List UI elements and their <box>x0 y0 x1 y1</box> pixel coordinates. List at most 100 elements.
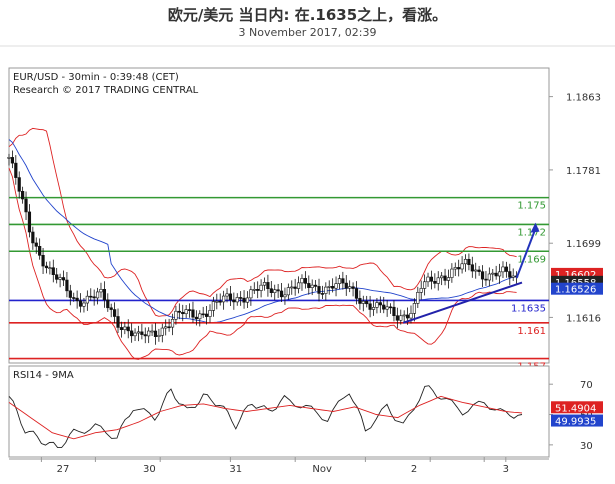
candle-body <box>392 306 396 316</box>
candle-body <box>215 300 219 303</box>
rsi-axis-label: 70 <box>580 380 593 391</box>
candle-body <box>204 313 209 317</box>
candle-body <box>95 291 100 299</box>
candle-body <box>68 290 72 298</box>
candle-body <box>106 299 110 309</box>
candle-body <box>358 298 362 304</box>
candle-body <box>245 297 250 303</box>
candle-body <box>38 246 42 256</box>
price-tag-box <box>551 282 603 295</box>
candle-body <box>402 314 406 317</box>
candle-body <box>375 302 379 308</box>
candle-body <box>123 326 127 330</box>
price-axis-label: 1.1863 <box>566 93 601 104</box>
candle-body <box>225 293 229 297</box>
candle-body <box>170 318 175 328</box>
candle-body <box>443 275 447 281</box>
candle-body <box>419 288 423 293</box>
level-label: 1.1635 <box>511 303 546 314</box>
candle-body <box>477 269 481 272</box>
x-axis-label: Nov <box>312 464 332 475</box>
candle-body <box>511 275 515 278</box>
page-dateline: 3 November 2017, 02:39 <box>238 26 377 39</box>
candle-body <box>102 289 106 301</box>
candle-body <box>72 297 76 299</box>
candle-body <box>17 177 21 192</box>
candle-body <box>126 326 130 332</box>
candle-body <box>487 273 491 281</box>
level-label: 1.169 <box>517 254 546 265</box>
candle-body <box>31 231 35 244</box>
candle-body <box>399 315 403 321</box>
candle-body <box>324 286 328 294</box>
candle-body <box>385 306 389 310</box>
candle-body <box>249 289 253 299</box>
candle-body <box>208 310 212 317</box>
candle-body <box>293 286 297 289</box>
price-axis-label: 1.1781 <box>566 166 601 177</box>
candle-body <box>303 278 307 284</box>
candle-body <box>296 282 301 289</box>
candle-body <box>300 278 304 284</box>
candle-body <box>348 286 352 289</box>
candle-body <box>109 307 113 310</box>
candle-body <box>256 289 260 291</box>
moving-average-line <box>8 139 517 324</box>
candle-body <box>211 301 216 311</box>
candle-body <box>474 269 478 272</box>
x-axis-label: 27 <box>57 464 70 475</box>
rsi-series-line <box>8 395 523 440</box>
candle-body <box>436 277 440 284</box>
candle-body <box>239 297 243 299</box>
candle-body <box>130 330 134 337</box>
candle-body <box>194 316 198 320</box>
candle-body <box>82 302 86 307</box>
candle-body <box>426 276 430 283</box>
candle-body <box>429 276 434 282</box>
level-label: 1.175 <box>517 201 546 212</box>
candle-body <box>433 280 437 284</box>
candle-body <box>491 272 495 275</box>
candle-body <box>133 332 137 337</box>
candle-body <box>314 284 318 287</box>
price-panel: 1.1863 1.1781 1.1699 1.1616 1.175 1.172 1.169 1… <box>7 93 603 373</box>
candle-body <box>262 282 267 286</box>
candle-body <box>41 255 45 267</box>
rsi-tag-label: 49.9935 <box>555 417 596 428</box>
candle-body <box>222 295 226 303</box>
candle-body <box>409 313 413 319</box>
candle-body <box>48 267 52 269</box>
candle-body <box>450 268 454 278</box>
bollinger-upper-band <box>8 127 517 317</box>
candle-body <box>463 258 468 265</box>
candle-body <box>361 300 365 304</box>
candle-body <box>228 293 233 301</box>
candle-body <box>218 300 222 303</box>
symbol-line: EUR/USD - 30min - 0:39:48 (CET) <box>13 72 179 83</box>
x-axis-label: 30 <box>143 464 156 475</box>
candle-body <box>150 330 154 333</box>
candle-body <box>470 264 474 272</box>
candle-body <box>24 198 28 213</box>
candle-body <box>320 293 325 295</box>
candle-body <box>317 286 321 294</box>
forecast-arrow-shaft <box>515 228 537 279</box>
candle-body <box>266 282 270 290</box>
candle-body <box>259 284 263 291</box>
candle-body <box>273 289 277 293</box>
candle-body <box>501 266 505 273</box>
candle-body <box>181 312 185 315</box>
candle-body <box>497 271 502 277</box>
candle-body <box>494 272 498 277</box>
candle-body <box>153 330 158 337</box>
price-panel-frame <box>8 67 550 364</box>
candle-body <box>143 334 147 337</box>
candle-body <box>460 263 464 270</box>
rsi-series-line <box>8 385 523 449</box>
candle-body <box>279 290 284 298</box>
rsi-tag-label: 51.4904 <box>555 403 596 414</box>
candle-body <box>290 286 294 289</box>
candle-body <box>457 267 461 270</box>
x-axis: 27 30 31 Nov 2 3 <box>9 457 549 475</box>
candle-body <box>65 279 69 292</box>
